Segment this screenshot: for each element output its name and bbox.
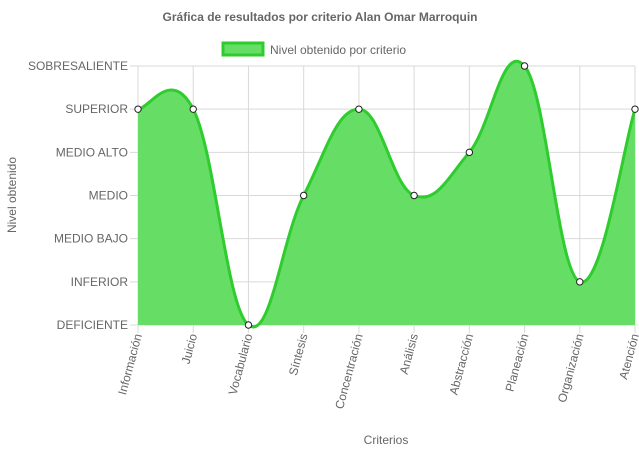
legend-label: Nivel obtenido por criterio [270, 43, 406, 57]
data-point[interactable] [631, 105, 639, 113]
y-tick-label: MEDIO BAJO [54, 232, 128, 246]
data-point[interactable] [299, 191, 308, 200]
x-tick-label: Planeación [503, 332, 532, 393]
x-tick-label: Análisis [397, 332, 421, 376]
x-tick-label: Síntesis [286, 332, 311, 377]
x-tick-label: Organización [555, 332, 587, 404]
legend-swatch [221, 41, 265, 57]
data-point[interactable] [189, 105, 197, 113]
data-point[interactable] [576, 278, 584, 286]
data-series-area [137, 59, 637, 329]
y-tick-label: SUPERIOR [65, 102, 128, 116]
series-line [137, 59, 637, 329]
x-tick-label: Información [115, 332, 145, 396]
data-point[interactable] [465, 148, 474, 157]
data-point[interactable] [410, 191, 418, 200]
y-tick-label: INFERIOR [71, 275, 129, 289]
data-point[interactable] [134, 105, 142, 113]
y-tick-label: MEDIO ALTO [56, 145, 128, 159]
legend[interactable]: Nivel obtenido por criterio [221, 41, 406, 57]
y-tick-label: MEDIO [89, 189, 128, 203]
y-tick-label: SOBRESALIENTE [28, 59, 128, 73]
y-tick-label: DEFICIENTE [57, 318, 128, 332]
x-tick-label: Juicio [179, 332, 201, 366]
x-axis-title: Criterios [364, 433, 409, 447]
series-area-fill [138, 61, 635, 327]
y-axis-ticks: DEFICIENTE INFERIOR MEDIO BAJO MEDIO MEDIO A… [28, 59, 128, 332]
x-tick-label: Atención [616, 332, 639, 381]
data-point[interactable] [355, 105, 363, 113]
chart-title: Gráfica de resultados por criterio Alan … [163, 10, 478, 24]
x-tick-label: Vocabulario [226, 332, 256, 397]
x-axis-ticks: Información Juicio Vocabulario Síntesis Conc… [115, 332, 639, 411]
y-axis-title: Nivel obtenido [5, 157, 19, 233]
x-tick-label: Abstracción [446, 332, 476, 396]
data-point[interactable] [520, 62, 529, 70]
data-points [134, 62, 639, 329]
data-point[interactable] [244, 321, 253, 329]
x-tick-label: Concentración [332, 332, 366, 410]
